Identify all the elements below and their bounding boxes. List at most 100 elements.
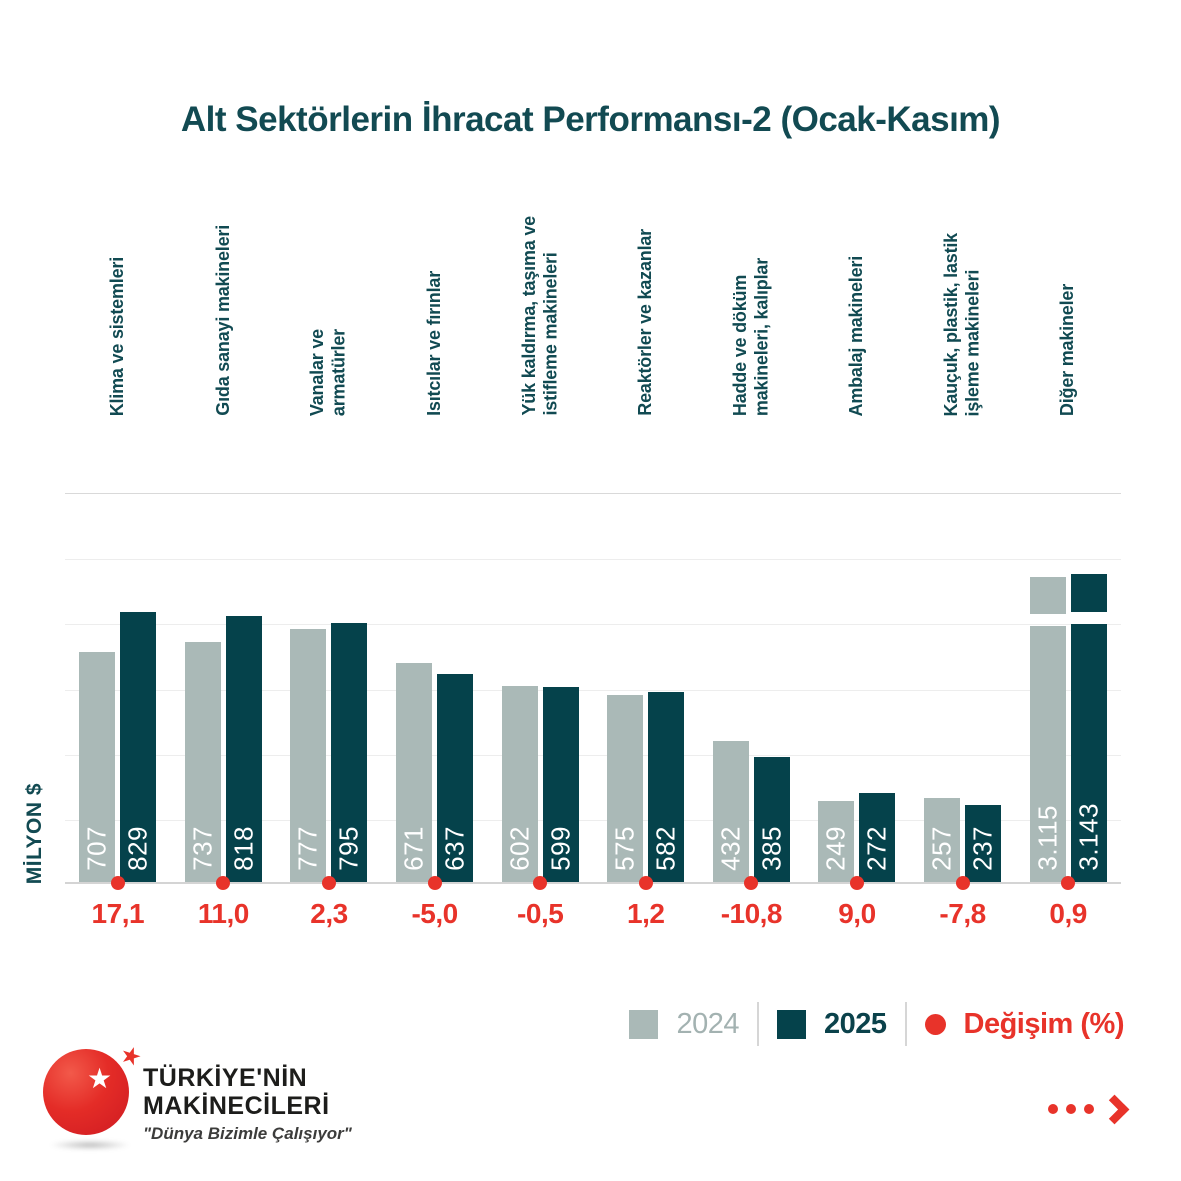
legend-change-dot-icon: [924, 1013, 946, 1035]
category-label-cell: Klima ve sistemleri: [65, 192, 171, 416]
bar-value-label: 707: [81, 826, 112, 871]
category-label-7: Hadde ve döküm makineleri, kalıplar: [729, 257, 772, 416]
bar-value-label: 737: [187, 826, 218, 871]
bar-break-body: [1070, 624, 1107, 882]
ellipsis-dot-icon: [1048, 1104, 1058, 1114]
change-percent-7: -10,8: [720, 898, 783, 929]
category-label-cell: Reaktörler ve kazanlar: [593, 192, 699, 416]
bar-value-label: 3.143: [1073, 803, 1104, 871]
legend-label-2025: 2025: [824, 1007, 887, 1040]
star-icon: ★: [87, 1063, 113, 1094]
bar-2025-4: 637: [437, 674, 474, 882]
category-label-cell: Yük kaldırma, taşıma ve istifleme makinel…: [487, 192, 593, 416]
gridline: [65, 754, 1121, 756]
legend: 2024 2025 Değişim (%): [629, 1002, 1125, 1046]
change-percent-2: 11,0: [197, 898, 249, 929]
bar-2024-7: 432: [712, 741, 749, 882]
legend-swatch-2025: [777, 1009, 806, 1039]
category-label-3: Vanalar ve armatürler: [307, 328, 349, 416]
bar-value-label: 602: [504, 826, 535, 871]
gridline: [65, 624, 1121, 626]
plot-area: MİLYON $ 707 829 737 818 777 795 671 637 602 599 5…: [23, 493, 1121, 890]
bar-group-3: 777 795: [276, 494, 382, 890]
change-percent-10: 0,9: [1049, 898, 1087, 929]
ellipsis-dot-icon: [1066, 1104, 1076, 1114]
bar-value-label: 777: [292, 826, 323, 871]
bar-group-2: 737 818: [171, 494, 277, 890]
bar-2024-6: 575: [607, 694, 644, 882]
category-label-8: Ambalaj makineleri: [846, 255, 867, 416]
bar-value-label: 237: [967, 826, 998, 871]
category-label-4: Isıtcılar ve fırınlar: [423, 271, 444, 416]
legend-swatch-2024: [629, 1009, 659, 1039]
category-label-2: Gıda sanayi makineleri: [212, 225, 233, 416]
bar-2024-10: 3.115: [1029, 577, 1066, 882]
bar-group-1: 707 829: [65, 494, 171, 890]
category-label-cell: Gıda sanayi makineleri: [171, 192, 277, 416]
change-percent-3: 2,3: [310, 898, 348, 929]
bar-2025-7: 385: [753, 756, 790, 882]
change-percent-8: 9,0: [838, 898, 876, 929]
bar-2024-5: 602: [501, 685, 538, 882]
bar-2024-1: 707: [79, 651, 116, 882]
bar-group-5: 602 599: [487, 494, 593, 890]
bars-row: 707 829 737 818 777 795 671 637 602 599 575 582 432 3…: [65, 494, 1121, 890]
bar-2024-8: 249: [818, 800, 855, 882]
change-dot: [321, 876, 336, 890]
bar-2025-10: 3.143: [1070, 574, 1107, 882]
change-percent-5: -0,5: [517, 898, 564, 929]
change-dot: [849, 876, 864, 890]
bar-2024-2: 737: [184, 641, 221, 882]
brand-text: TÜRKİYE'NİN MAKİNECİLERİ "Dünya Bizimle …: [143, 1064, 352, 1144]
bar-break-cap: [1070, 574, 1107, 612]
bar-2025-3: 795: [331, 623, 368, 882]
change-dot: [744, 876, 759, 890]
category-label-cell: Isıtcılar ve fırınlar: [382, 192, 488, 416]
brand-line-2: MAKİNECİLERİ: [143, 1092, 330, 1120]
change-dot: [110, 876, 125, 890]
legend-divider: [757, 1002, 759, 1046]
y-axis-label: MİLYON $: [23, 782, 46, 884]
change-percent-4: -5,0: [411, 898, 458, 929]
bar-group-9: 257 237: [910, 494, 1016, 890]
bar-value-label: 272: [861, 826, 892, 871]
change-dot: [216, 876, 231, 890]
bar-value-label: 432: [715, 826, 746, 871]
category-label-5: Yük kaldırma, taşıma ve istifleme makinel…: [518, 216, 561, 416]
bar-value-label: 385: [756, 826, 787, 871]
logo-sphere: [43, 1049, 129, 1135]
next-page-arrow[interactable]: [1048, 1092, 1130, 1126]
chart-title: Alt Sektörlerin İhracat Performansı-2 (O…: [180, 100, 1001, 139]
change-dot: [533, 876, 548, 890]
bar-value-label: 3.115: [1032, 805, 1063, 871]
change-dot: [955, 876, 970, 890]
bar-value-label: 599: [545, 826, 576, 871]
category-label-cell: Diğer makineler: [1015, 192, 1121, 416]
bar-2024-3: 777: [290, 628, 327, 882]
bar-value-label: 249: [820, 826, 851, 871]
brand-slogan: "Dünya Bizimle Çalışıyor": [143, 1124, 352, 1143]
bar-value-label: 671: [398, 826, 429, 871]
bar-value-label: 829: [122, 826, 153, 871]
category-label-cell: Vanalar ve armatürler: [276, 192, 382, 416]
bar-value-label: 795: [333, 826, 364, 871]
bar-value-label: 582: [650, 826, 681, 871]
brand-logo: ★ ★ TÜRKİYE'NİN MAKİNECİLERİ "Dünya Bizi…: [43, 1040, 373, 1162]
legend-divider: [904, 1002, 907, 1046]
bar-2025-5: 599: [542, 686, 579, 882]
bar-2024-4: 671: [396, 663, 433, 882]
bar-2025-1: 829: [120, 611, 157, 882]
bar-2025-2: 818: [225, 615, 262, 882]
change-percent-1: 17,1: [91, 898, 145, 929]
bar-2025-9: 237: [965, 804, 1002, 882]
category-label-cell: Kauçuk, plastik, lastik işleme makineleri: [910, 192, 1016, 416]
category-label-cell: Ambalaj makineleri: [804, 192, 910, 416]
bar-group-7: 432 385: [699, 494, 805, 890]
star-icon: ★: [116, 1040, 146, 1073]
bar-2025-6: 582: [648, 692, 685, 882]
category-label-1: Klima ve sistemleri: [107, 256, 127, 416]
change-percent-row: 17,1 11,0 2,3 -5,0 -0,5 1,2 -10,8 9,0 -7,8 0,9: [65, 898, 1121, 930]
bar-2024-9: 257: [924, 798, 961, 882]
bar-value-label: 637: [439, 826, 470, 871]
